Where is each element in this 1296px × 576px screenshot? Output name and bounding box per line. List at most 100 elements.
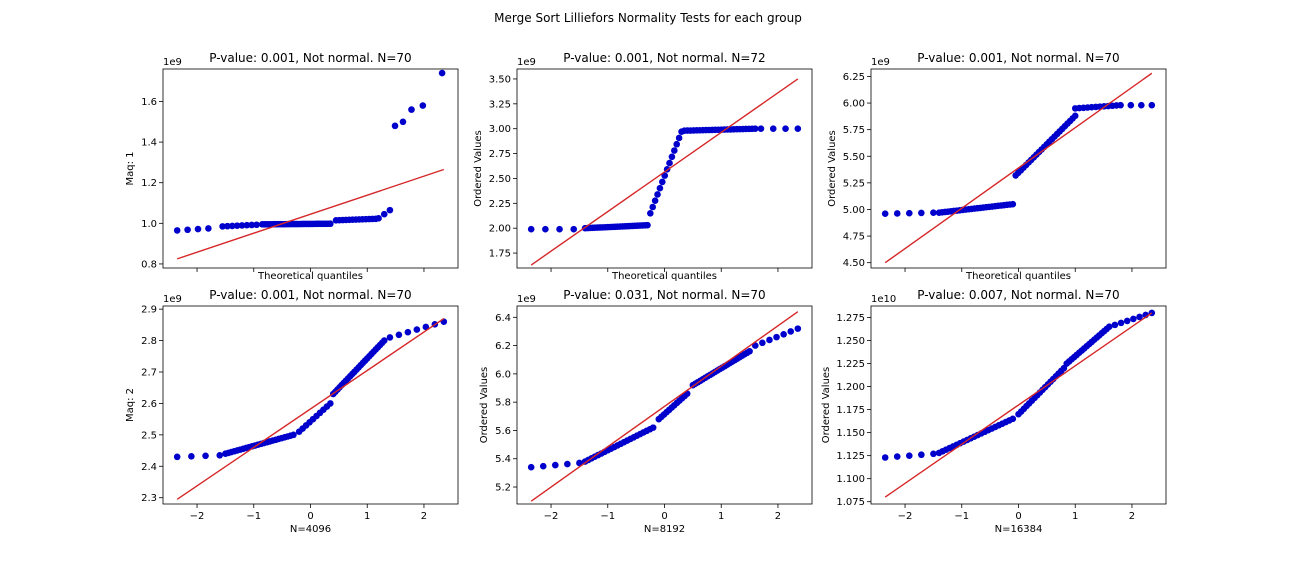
- data-point: [881, 210, 889, 218]
- data-point: [290, 431, 297, 439]
- y-tick-label: 1.150: [836, 428, 865, 439]
- x-axis-label: N=8192: [644, 524, 685, 535]
- data-point: [893, 210, 901, 217]
- x-tick-label: 2: [775, 511, 781, 522]
- qq-panel-3: P-value: 0.001, Not normal. N=70 1e9 4.50 4…: [827, 51, 1167, 282]
- panel-title: P-value: 0.001, Not normal. N=70: [209, 288, 411, 302]
- data-point: [794, 325, 802, 332]
- x-tick-label: 0: [661, 511, 667, 522]
- y-tick-label: 2.6: [141, 399, 157, 410]
- data-point: [773, 333, 780, 341]
- data-point: [327, 400, 334, 407]
- qq-panel-5: P-value: 0.031, Not normal. N=70 1e9 −2 −1 0…: [479, 288, 813, 535]
- data-point: [769, 125, 777, 132]
- y-scale-label: 1e9: [517, 57, 536, 68]
- data-point: [380, 210, 388, 218]
- fit-line: [884, 72, 1153, 264]
- data-point: [551, 461, 559, 469]
- y-scale-label: 1e9: [517, 294, 536, 305]
- data-point: [881, 454, 889, 461]
- panel-title: P-value: 0.031, Not normal. N=70: [563, 288, 765, 302]
- y-scale-label: 1e9: [163, 294, 182, 305]
- data-point: [918, 209, 925, 217]
- y-scale-label: 1e9: [871, 57, 890, 68]
- data-point: [205, 225, 212, 232]
- data-point: [905, 452, 913, 459]
- data-point: [248, 221, 256, 229]
- y-tick-label: 1.200: [836, 382, 865, 393]
- data-point: [539, 462, 547, 470]
- data-point: [666, 159, 673, 167]
- y-scale-label: 1e10: [871, 294, 896, 305]
- x-tick-label: 0: [307, 511, 313, 522]
- x-axis-label: N=16384: [995, 524, 1043, 535]
- data-point: [930, 450, 937, 458]
- plot-frame: [516, 305, 813, 505]
- data-point: [1127, 101, 1135, 109]
- data-point: [419, 102, 427, 109]
- data-point: [564, 460, 571, 468]
- data-point: [787, 328, 795, 335]
- y-tick-label: 3.00: [489, 124, 511, 135]
- data-point: [422, 323, 430, 331]
- y-tick-label: 6.2: [495, 341, 511, 352]
- data-point: [228, 222, 236, 230]
- data-point: [759, 339, 766, 347]
- y-tick-label: 5.6: [495, 426, 511, 437]
- data-point: [173, 227, 181, 234]
- fit-line: [530, 311, 799, 502]
- data-point: [644, 221, 651, 229]
- y-tick-label: 2.75: [489, 149, 511, 160]
- y-axis-label: Ordered Values: [479, 367, 490, 444]
- data-point: [1105, 323, 1113, 331]
- data-point: [202, 452, 209, 460]
- panel-title: P-value: 0.001, Not normal. N=70: [917, 51, 1119, 65]
- y-scale-label: 1e9: [163, 57, 182, 68]
- y-tick-label: 1.100: [836, 474, 865, 485]
- data-point: [1009, 415, 1017, 423]
- data-point: [1138, 101, 1145, 109]
- data-point: [386, 334, 394, 341]
- x-tick-label: 1: [718, 511, 724, 522]
- plot-frame: [870, 305, 1167, 505]
- data-point: [654, 191, 661, 198]
- fit-line: [176, 317, 445, 500]
- y-tick-label: 6.4: [495, 313, 511, 324]
- data-point: [216, 451, 224, 459]
- figure-title: Merge Sort Lilliefors Normality Tests fo…: [494, 11, 802, 25]
- y-tick-label: 2.9: [141, 305, 157, 316]
- x-tick-label: −2: [190, 511, 205, 522]
- data-point: [746, 347, 753, 355]
- data-point: [930, 209, 937, 216]
- y-tick-label: 4.75: [843, 232, 865, 243]
- x-tick-label: 0: [1015, 511, 1021, 522]
- y-tick-label: 1.2: [141, 178, 157, 189]
- data-point: [438, 69, 446, 77]
- data-point: [233, 222, 241, 229]
- y-tick-label: 1.4: [141, 138, 157, 149]
- y-tick-label: 2.8: [141, 336, 157, 347]
- data-point: [780, 330, 787, 338]
- data-point: [1148, 101, 1156, 109]
- data-point: [1009, 200, 1017, 208]
- y-tick-label: 5.4: [495, 454, 511, 465]
- data-point: [671, 147, 678, 154]
- data-point: [1130, 315, 1137, 323]
- data-point: [219, 223, 226, 230]
- y-tick-label: 5.75: [843, 125, 865, 136]
- data-point: [375, 214, 382, 222]
- data-point: [794, 125, 802, 132]
- plot-frame: [870, 68, 1167, 269]
- data-point: [570, 225, 578, 233]
- data-point: [527, 225, 535, 233]
- y-tick-label: 1.250: [836, 336, 865, 347]
- y-tick-label: 2.7: [141, 368, 157, 379]
- data-point: [404, 328, 412, 336]
- data-point: [668, 153, 676, 161]
- data-point: [194, 225, 202, 233]
- data-point: [408, 106, 415, 113]
- data-point: [327, 220, 334, 228]
- y-tick-label: 1.125: [836, 451, 865, 462]
- data-point: [238, 222, 246, 229]
